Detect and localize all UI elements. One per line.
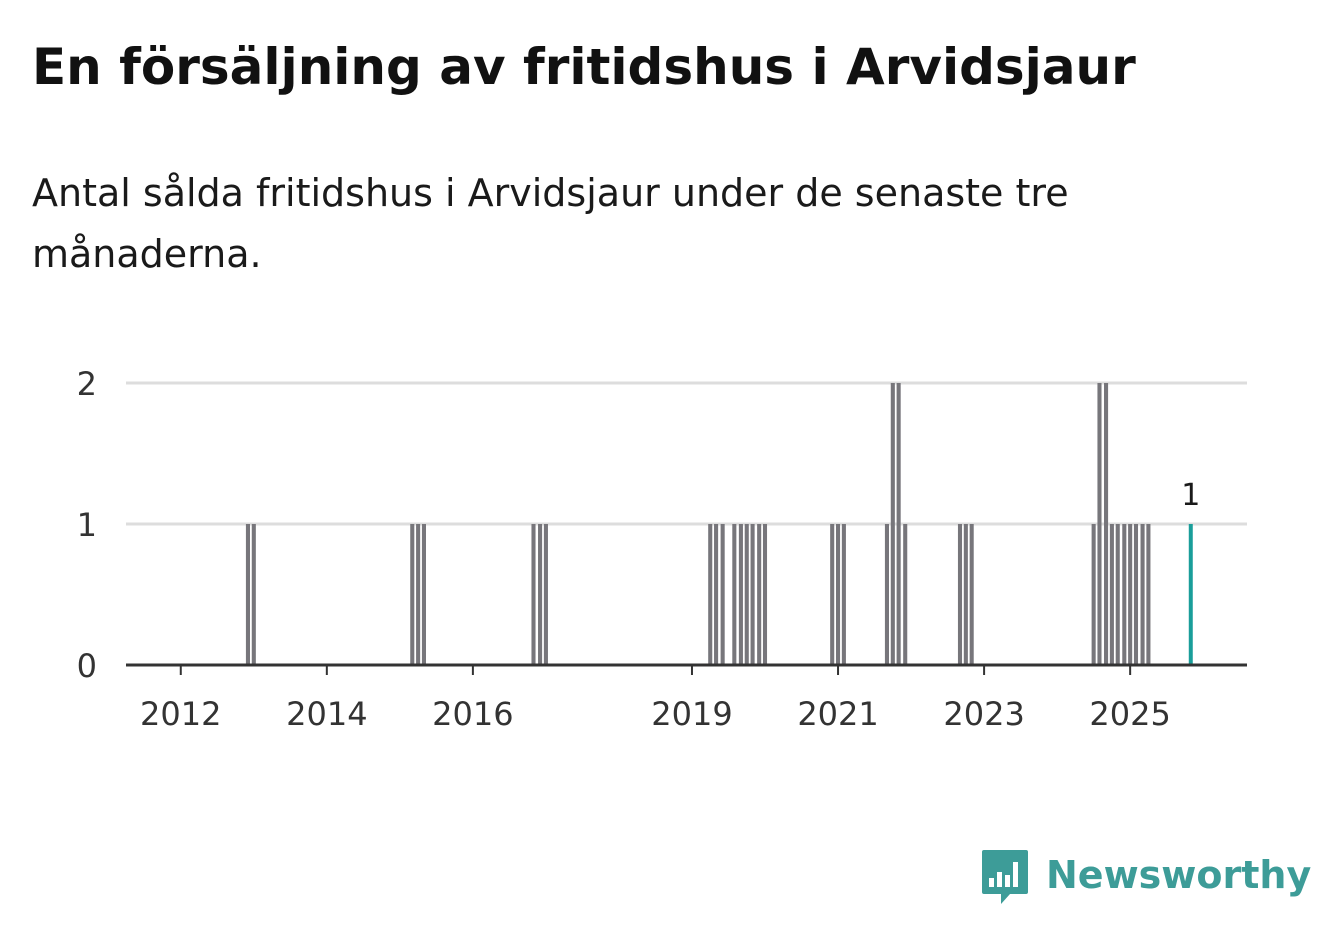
chart-subtitle: Antal sålda fritidshus i Arvidsjaur unde… <box>32 171 1069 276</box>
bar-0 <box>245 524 250 665</box>
bar-33 <box>1128 524 1133 665</box>
bar-16 <box>762 524 768 665</box>
newsworthy-logo: Newsworthy <box>980 848 1311 910</box>
bar-26 <box>969 524 974 665</box>
bar-3 <box>416 524 421 665</box>
x-tick-label-2025: 2025 <box>1089 695 1170 733</box>
newsworthy-chart-bubble-icon <box>982 850 1028 904</box>
y-tick-label-2: 2 <box>77 365 97 403</box>
y-tick-label-1: 1 <box>77 506 97 544</box>
x-tick-label-2021: 2021 <box>797 695 878 733</box>
bar-17 <box>830 524 835 665</box>
highlight-data-label: 1 <box>1181 478 1200 513</box>
chart-title: En försäljning av fritidshus i Arvidsjau… <box>32 38 1136 96</box>
bar-20 <box>884 524 889 665</box>
bar-8 <box>708 524 713 665</box>
bar-2 <box>410 524 415 665</box>
bar-10 <box>720 524 725 665</box>
newsworthy-wordmark: Newsworthy <box>1046 853 1312 897</box>
bar-25 <box>963 524 968 665</box>
bar-36 <box>1146 524 1151 665</box>
x-tick-label-2012: 2012 <box>140 695 221 733</box>
axes <box>126 663 1247 675</box>
bar-31 <box>1115 524 1120 665</box>
bar-23 <box>903 524 908 665</box>
bars <box>245 383 1193 665</box>
bar-34 <box>1133 524 1139 665</box>
bar-6 <box>538 524 543 665</box>
bar-11 <box>732 524 737 665</box>
bar-12 <box>738 524 743 665</box>
x-tick-label-2014: 2014 <box>286 695 367 733</box>
y-tick-label-0: 0 <box>77 647 97 685</box>
gridlines <box>126 381 1247 526</box>
bar-29 <box>1104 383 1109 665</box>
bar-9 <box>714 524 719 665</box>
bar-24 <box>957 524 963 665</box>
bar-28 <box>1097 383 1102 665</box>
labels: 0 1 2 1 2012 2014 2016 2019 2021 2023 2025 <box>77 365 1201 733</box>
bar-30 <box>1109 524 1114 665</box>
bar-18 <box>835 524 841 665</box>
highlight-bar <box>1188 524 1193 665</box>
bar-32 <box>1122 524 1127 665</box>
x-tick-label-2016: 2016 <box>432 695 513 733</box>
bar-13 <box>744 524 749 665</box>
bar-27 <box>1091 524 1096 665</box>
bar-1 <box>251 524 256 665</box>
bar-7 <box>543 524 548 665</box>
bar-14 <box>750 524 755 665</box>
bar-5 <box>531 524 536 665</box>
bar-15 <box>757 524 762 665</box>
bar-35 <box>1140 524 1145 665</box>
bar-19 <box>841 524 846 665</box>
bar-22 <box>896 383 901 665</box>
bar-21 <box>890 383 895 665</box>
x-tick-label-2019: 2019 <box>651 695 732 733</box>
x-tick-label-2023: 2023 <box>943 695 1024 733</box>
bar-4 <box>421 524 426 665</box>
